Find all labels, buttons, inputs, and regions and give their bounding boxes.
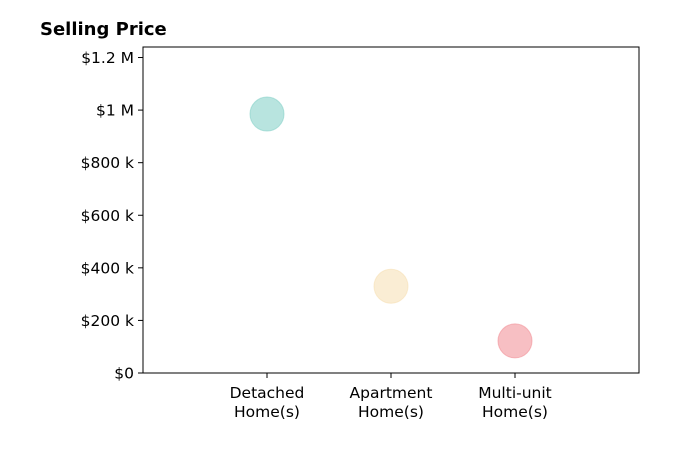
x-tick-label: Apartment xyxy=(350,384,433,402)
y-tick-label: $0 xyxy=(114,365,134,383)
x-tick-label: Home(s) xyxy=(234,403,300,421)
y-tick-label: $200 k xyxy=(81,312,134,330)
data-points xyxy=(249,96,533,359)
y-axis: $0 $200 k $400 k $600 k $800 k $1 M $1.2 M xyxy=(81,49,143,383)
y-tick-label: $400 k xyxy=(81,259,134,277)
data-point xyxy=(497,323,533,359)
data-point xyxy=(249,96,285,132)
x-tick-label: Home(s) xyxy=(358,403,424,421)
x-tick-label: Home(s) xyxy=(482,403,548,421)
y-tick-label: $800 k xyxy=(81,154,134,172)
x-tick-label: Multi-unit xyxy=(478,384,552,402)
x-axis: DetachedHome(s)ApartmentHome(s)Multi-uni… xyxy=(230,373,552,421)
plot-area-frame xyxy=(142,46,640,374)
y-tick-label: $600 k xyxy=(81,207,134,225)
data-point xyxy=(373,268,409,304)
chart-title: Selling Price xyxy=(40,19,167,40)
y-tick-label: $1 M xyxy=(96,102,134,120)
y-tick-label: $1.2 M xyxy=(81,49,134,67)
x-tick-label: Detached xyxy=(230,384,305,402)
